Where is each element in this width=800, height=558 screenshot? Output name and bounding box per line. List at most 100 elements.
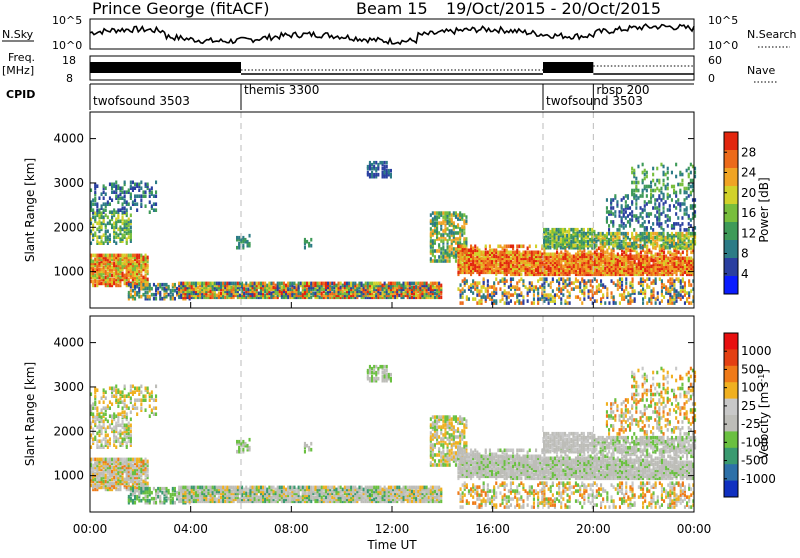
range-cell <box>573 255 575 259</box>
range-cell <box>675 191 677 195</box>
range-cell <box>571 281 573 285</box>
range-cell <box>646 171 648 175</box>
range-cell <box>268 282 270 286</box>
range-cell <box>619 224 621 228</box>
range-cell <box>554 293 556 297</box>
range-cell <box>673 204 675 208</box>
range-cell <box>642 283 644 287</box>
range-cell <box>533 301 535 305</box>
range-cell <box>625 232 627 236</box>
range-cell <box>659 277 661 281</box>
range-cell <box>94 196 96 200</box>
range-cell <box>688 244 690 248</box>
range-cell <box>134 202 136 206</box>
range-cell <box>587 228 589 232</box>
range-cell <box>142 283 144 287</box>
range-cell <box>612 220 614 224</box>
range-cell <box>652 228 654 232</box>
range-cell <box>109 254 111 258</box>
range-cell <box>203 282 205 286</box>
range-cell <box>117 284 119 288</box>
range-cell <box>124 220 126 224</box>
range-cell <box>180 282 182 286</box>
range-cell <box>671 224 673 228</box>
range-cell <box>382 171 384 175</box>
range-cell <box>642 171 644 175</box>
range-cell <box>94 274 96 278</box>
range-cell <box>663 193 665 197</box>
range-cell <box>667 214 669 218</box>
range-cell <box>516 245 518 249</box>
range-cell <box>581 277 583 281</box>
range-cell <box>344 282 346 286</box>
range-cell <box>113 278 115 282</box>
range-cell <box>451 213 453 217</box>
range-cell <box>98 458 100 462</box>
range-cell <box>115 458 117 462</box>
range-cell <box>655 263 657 267</box>
range-cell <box>606 255 608 259</box>
range-cell <box>629 212 631 216</box>
range-cell <box>612 244 614 248</box>
range-cell <box>147 287 149 291</box>
range-cell <box>107 216 109 220</box>
range-cell <box>531 251 533 255</box>
range-cell <box>145 183 147 187</box>
range-cell <box>665 255 667 259</box>
range-cell <box>155 293 157 297</box>
range-cell <box>568 228 570 232</box>
range-cell <box>642 246 644 250</box>
range-cell <box>644 232 646 236</box>
range-cell <box>130 293 132 297</box>
range-cell <box>579 240 581 244</box>
range-cell <box>543 285 545 289</box>
range-cell <box>502 271 504 275</box>
range-cell <box>560 301 562 305</box>
range-cell <box>636 251 638 255</box>
range-cell <box>650 185 652 189</box>
range-cell <box>124 181 126 185</box>
range-cell <box>371 282 373 286</box>
range-cell <box>434 215 436 219</box>
range-cell <box>638 281 640 285</box>
range-cell <box>442 211 444 215</box>
range-cell <box>642 163 644 167</box>
range-cell <box>541 283 543 287</box>
range-cell <box>656 179 658 183</box>
range-cell <box>327 282 329 286</box>
range-cell <box>690 232 692 236</box>
range-cell <box>413 282 415 286</box>
range-cell <box>119 192 121 196</box>
range-cell <box>600 279 602 283</box>
range-cell <box>111 183 113 187</box>
range-cell <box>629 253 631 257</box>
range-cell <box>564 246 566 250</box>
range-cell <box>550 281 552 285</box>
range-cell <box>140 202 142 206</box>
range-cell <box>596 249 598 253</box>
range-cell <box>585 232 587 236</box>
range-cell <box>107 241 109 245</box>
range-cell <box>94 284 96 288</box>
range-cell <box>109 220 111 224</box>
range-cell <box>140 274 142 278</box>
range-cell <box>680 297 682 301</box>
range-cell <box>413 286 415 290</box>
range-cell <box>478 281 480 285</box>
range-cell <box>678 257 680 261</box>
range-cell <box>193 282 195 286</box>
range-cell <box>585 240 587 244</box>
range-cell <box>487 279 489 283</box>
range-cell <box>569 277 571 281</box>
range-cell <box>128 202 130 206</box>
range-cell <box>424 282 426 286</box>
range-cell <box>325 292 327 296</box>
range-cell <box>669 194 671 198</box>
range-cell <box>92 233 94 237</box>
range-cell <box>247 288 249 292</box>
range-cell <box>417 286 419 290</box>
range-cell <box>653 259 655 263</box>
range-cell <box>690 185 692 189</box>
range-cell <box>656 206 658 210</box>
range-cell <box>564 269 566 273</box>
